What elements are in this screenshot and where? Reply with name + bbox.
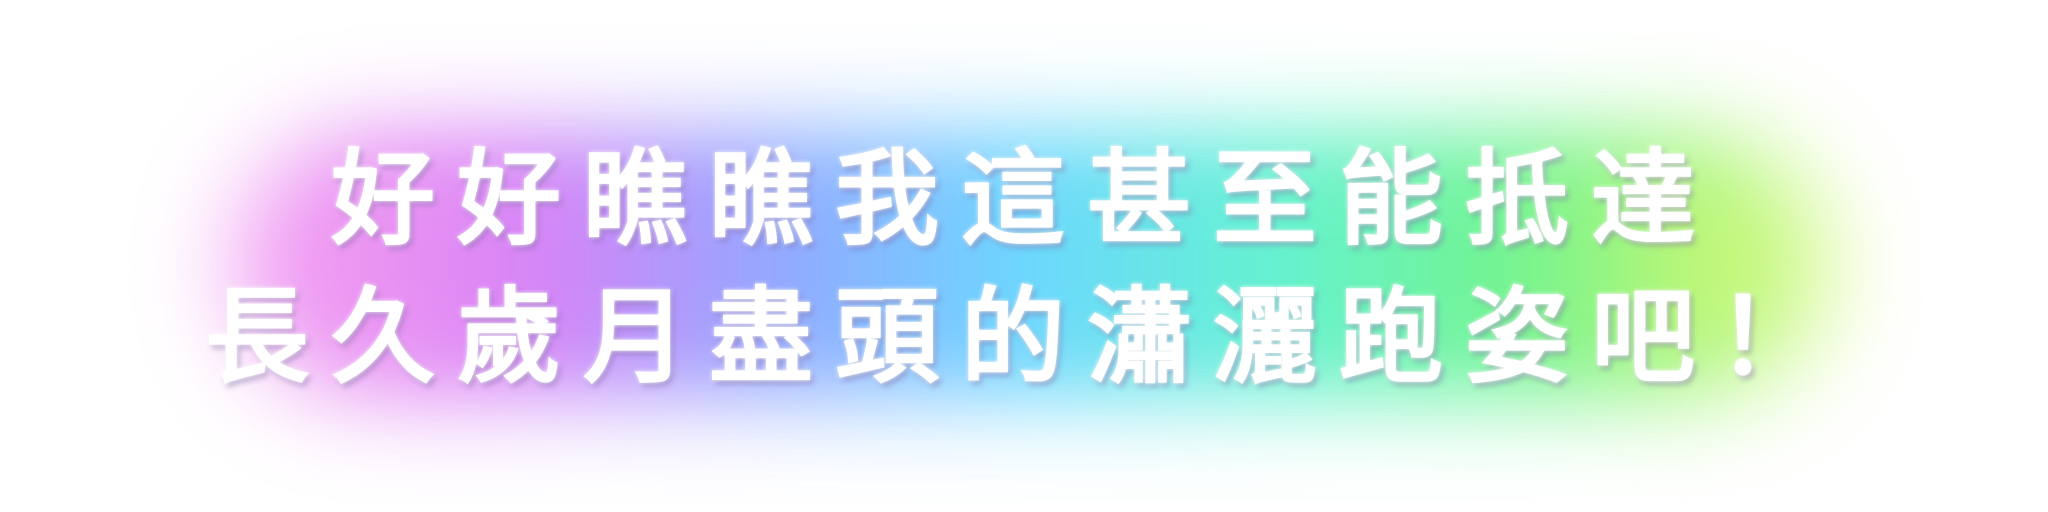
rainbow-glow-core [300, 165, 1750, 365]
headline-line-1: 好好瞧瞧我這甚至能抵達 [330, 138, 1717, 260]
headline-line-2: 長久歲月盡頭的瀟灑跑姿吧！ [204, 276, 1843, 398]
headline: 好好瞧瞧我這甚至能抵達 長久歲月盡頭的瀟灑跑姿吧！ [0, 130, 2048, 406]
